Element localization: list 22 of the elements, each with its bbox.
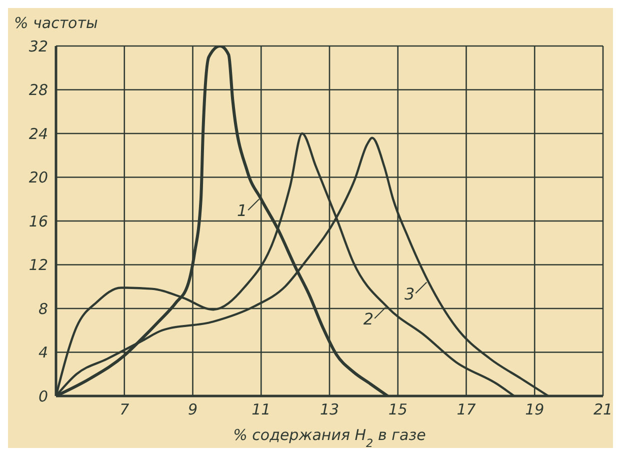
x-tick-label: 19: [525, 400, 544, 419]
x-tick-label: 11: [252, 400, 271, 419]
y-tick-label: 32: [28, 37, 48, 56]
y-tick-label: 12: [28, 256, 48, 274]
legend-label: 2: [363, 309, 374, 328]
x-tick-label: 21: [593, 400, 613, 419]
x-tick-label: 9: [188, 400, 198, 419]
legend-label: 3: [404, 284, 415, 304]
y-tick-label: 4: [38, 344, 48, 362]
x-tick-label: 15: [388, 400, 408, 419]
y-axis-title: % частоты: [14, 14, 98, 32]
y-tick-label: 0: [38, 387, 48, 406]
y-tick-label: 20: [28, 168, 48, 187]
y-tick-label: 8: [38, 300, 48, 318]
y-tick-label: 16: [28, 212, 48, 230]
y-tick-label: 24: [28, 124, 48, 143]
x-tick-label: 7: [120, 400, 130, 419]
y-tick-label: 28: [28, 81, 48, 100]
legend-label: 1: [236, 201, 248, 220]
x-axis-title: % содержания H$_{2}$ в газе: [233, 426, 426, 450]
x-tick-label: 13: [320, 400, 340, 419]
x-tick-label: 17: [456, 400, 476, 419]
